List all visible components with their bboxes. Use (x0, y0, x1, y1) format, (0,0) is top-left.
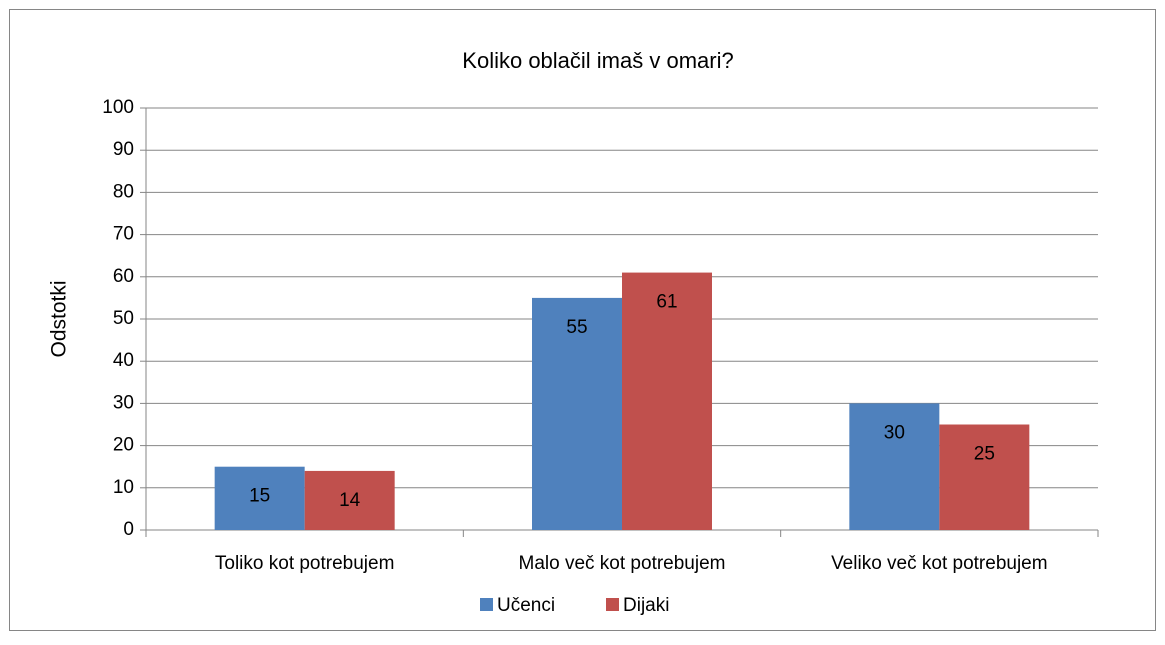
y-tick-label: 20 (113, 435, 134, 456)
y-tick-label: 90 (113, 139, 134, 160)
x-tick-label: Malo več kot potrebujem (519, 553, 726, 574)
legend-label: Učenci (497, 595, 555, 616)
bar (849, 403, 940, 530)
bar (304, 470, 395, 530)
y-tick-label: 60 (113, 266, 134, 287)
y-tick-label: 50 (113, 308, 134, 329)
y-tick-label: 0 (123, 519, 134, 540)
data-label: 25 (974, 444, 995, 465)
legend-label: Dijaki (623, 595, 669, 616)
y-tick-label: 70 (113, 224, 134, 245)
data-label: 30 (884, 422, 905, 443)
bar (939, 424, 1030, 530)
data-label: 61 (656, 292, 677, 313)
data-label: 15 (249, 486, 270, 507)
x-tick-label: Toliko kot potrebujem (215, 553, 395, 574)
legend-swatch (480, 598, 493, 611)
x-tick-label: Veliko več kot potrebujem (831, 553, 1048, 574)
y-tick-label: 30 (113, 392, 134, 413)
bar (214, 466, 305, 530)
y-tick-label: 10 (113, 477, 134, 498)
y-tick-label: 40 (113, 350, 134, 371)
data-label: 14 (339, 490, 361, 511)
chart-title: Koliko oblačil imaš v omari? (462, 48, 733, 73)
y-axis-label: Odstotki (48, 280, 71, 357)
data-label: 55 (566, 317, 587, 338)
bar (622, 272, 712, 530)
y-tick-label: 80 (113, 181, 134, 202)
bar (532, 297, 622, 530)
legend-swatch (606, 598, 619, 611)
y-tick-label: 100 (102, 97, 134, 118)
